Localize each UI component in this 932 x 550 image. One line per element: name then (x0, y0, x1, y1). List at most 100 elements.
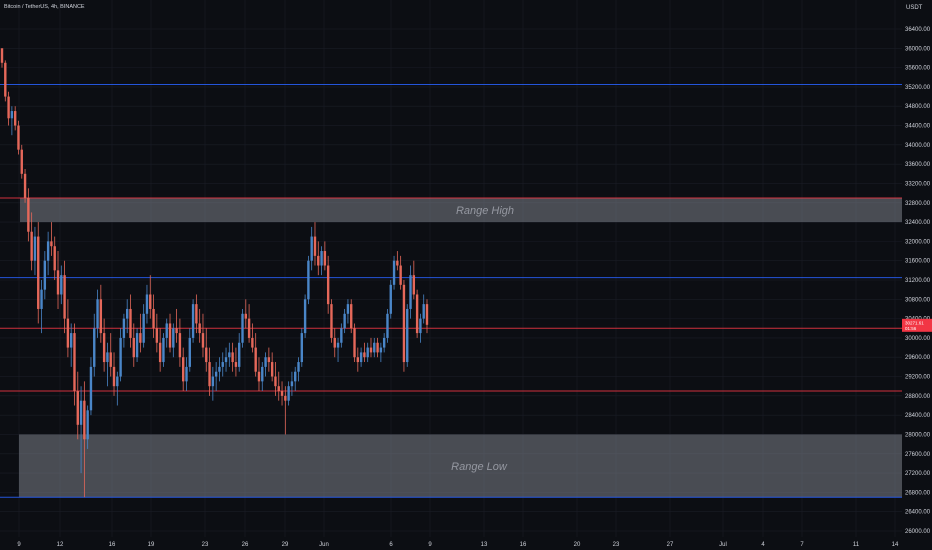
candle-body (30, 231, 33, 261)
candle-body (224, 357, 228, 363)
candle-body (336, 342, 340, 348)
candle-body (425, 304, 429, 325)
zones (19, 197, 902, 498)
candle-body (4, 62, 7, 97)
candle-body (307, 260, 310, 300)
price-tick-label: 36400.00 (905, 27, 931, 33)
candle-body (231, 352, 234, 363)
candle-body (142, 313, 145, 343)
price-tick-label: 29600.00 (905, 355, 931, 361)
candle-body (257, 371, 261, 382)
candle-body (172, 328, 175, 348)
candle-body (353, 328, 356, 358)
candle-body (386, 313, 389, 338)
candle-body (162, 337, 165, 363)
candle-body (359, 352, 363, 363)
candle-body (175, 328, 178, 334)
price-axis-unit: USDT (906, 5, 923, 11)
price-axis[interactable]: 26000.00 26400.00 26800.00 27200.00 27600.00… (905, 27, 931, 535)
price-tick-label: 26800.00 (905, 490, 931, 496)
candle-body (369, 347, 373, 353)
candle-body (122, 318, 126, 338)
candle-body (244, 313, 247, 319)
candle-body (168, 323, 172, 348)
time-tick-label: 16 (109, 542, 116, 548)
candle-body (43, 260, 47, 290)
price-tick-label: 32000.00 (905, 239, 931, 245)
candle-body (402, 284, 406, 363)
candle-body (205, 347, 208, 363)
candle-body (310, 236, 313, 261)
candle-body (422, 304, 425, 319)
candle-body (297, 362, 300, 372)
candle-body (99, 299, 103, 334)
price-tick-label: 35600.00 (905, 66, 931, 72)
time-tick-label: 4 (761, 542, 765, 548)
price-tick-label: 36000.00 (905, 46, 931, 52)
chart-title: Bitcoin / TetherUS, 4h, BINANCE (4, 4, 85, 10)
time-tick-label: 26 (242, 542, 249, 548)
candle-body (211, 376, 215, 387)
time-tick-label: 12 (57, 542, 64, 548)
candle-body (208, 362, 211, 387)
candle-body (379, 347, 383, 353)
time-tick-label: 16 (520, 542, 527, 548)
candle-body (17, 125, 20, 150)
price-tick-label: 30800.00 (905, 297, 931, 303)
candle-body (129, 308, 132, 338)
price-tick-label: 31600.00 (905, 259, 931, 265)
candle-body (63, 275, 66, 319)
candle-body (333, 337, 336, 348)
candle-body (10, 111, 14, 119)
candle-body (20, 149, 23, 174)
candle-body (79, 400, 83, 425)
candle-body (346, 304, 350, 314)
candle-body (109, 352, 112, 367)
candle-body (69, 333, 73, 348)
price-axis-background (902, 0, 932, 550)
time-axis[interactable]: 9 12 16 19 23 26 29 Jun 6 9 13 16 20 23 27 Jul 4 7 11 14 (17, 542, 899, 548)
candle-body (139, 333, 142, 343)
candle-body (195, 304, 198, 324)
time-tick-label: Jun (319, 542, 329, 548)
candle-body (112, 366, 116, 387)
candle-body (53, 246, 56, 271)
candle-body (382, 337, 386, 348)
candle-body (254, 347, 257, 372)
candle-body (267, 357, 271, 363)
candle-body (415, 294, 419, 334)
price-tick-label: 32800.00 (905, 201, 931, 207)
candle-body (93, 328, 96, 367)
candle-body (376, 342, 379, 353)
candle-body (396, 260, 399, 266)
range-zone (19, 434, 902, 498)
candle-body (277, 386, 280, 392)
candle-body (86, 410, 89, 440)
candle-body (188, 337, 191, 367)
candle-body (191, 304, 195, 338)
candle-body (149, 294, 152, 309)
candle-body (76, 391, 79, 425)
time-tick-label: 27 (667, 542, 674, 548)
candle-body (152, 308, 155, 329)
candle-body (132, 337, 135, 358)
candle-body (340, 328, 343, 343)
time-tick-label: 19 (148, 542, 155, 548)
price-tick-label: 27600.00 (905, 452, 931, 458)
candle-body (330, 304, 333, 338)
candle-body (303, 299, 307, 334)
candle-body (135, 333, 139, 358)
price-tick-label: 30000.00 (905, 336, 931, 342)
candle-body (185, 366, 188, 382)
candle-body (294, 371, 297, 382)
candle-body (261, 366, 264, 382)
candle-body (313, 236, 317, 256)
time-tick-label: 7 (800, 542, 804, 548)
candle-body (218, 366, 221, 372)
time-tick-label: 9 (428, 542, 432, 548)
candle-body (7, 96, 10, 119)
candle-body (389, 284, 392, 314)
candle-body (228, 352, 231, 358)
candle-body (284, 395, 287, 401)
